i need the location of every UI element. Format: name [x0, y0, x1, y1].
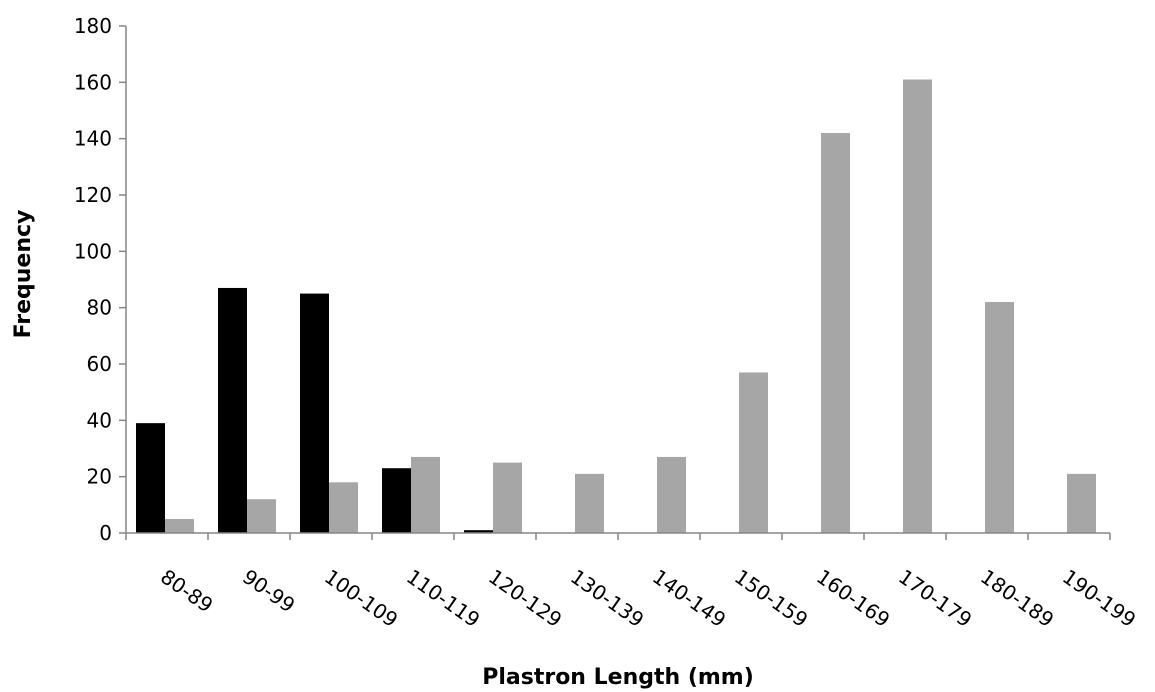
bar-series-2-100-109	[329, 482, 358, 533]
y-tick-label: 160	[74, 70, 112, 94]
x-axis-ticks: 80-89 90-99 100-109 110-119 120-129 130-139 14…	[125, 533, 1140, 632]
bar-series-2-90-99	[247, 499, 276, 533]
y-tick-label: 20	[87, 465, 112, 489]
x-tick-label: 110-119	[402, 564, 484, 632]
y-tick-label: 100	[74, 239, 112, 263]
y-tick-label: 140	[74, 127, 112, 151]
x-tick-label: 170-179	[894, 564, 976, 632]
bar-series-2-190-199	[1067, 473, 1096, 533]
x-tick-label: 80-89	[156, 564, 217, 617]
x-axis-title: Plastron Length (mm)	[482, 665, 754, 690]
bar-series-1-110-119	[382, 468, 411, 533]
y-axis-ticks: 0 20 40 60 80 100 120 140 160 180	[74, 14, 126, 545]
x-tick-label: 150-159	[730, 564, 812, 632]
y-tick-label: 120	[74, 183, 112, 207]
bar-series-1-90-99	[218, 287, 247, 533]
y-tick-label: 60	[87, 352, 112, 376]
bar-series-2-150-159	[739, 372, 768, 533]
axes-layer	[125, 26, 1110, 534]
x-tick-label: 90-99	[238, 564, 299, 617]
x-tick-label: 140-149	[648, 564, 730, 632]
bar-series-1-80-89	[136, 423, 165, 533]
bar-series-2-170-179	[903, 79, 932, 534]
x-tick-label: 160-169	[812, 564, 894, 632]
bars-layer	[136, 79, 1096, 534]
x-tick-label: 180-189	[976, 564, 1058, 632]
bar-series-2-120-129	[493, 462, 522, 533]
bar-series-2-110-119	[411, 456, 440, 533]
bar-series-2-80-89	[165, 518, 194, 533]
bar-series-1-100-109	[300, 293, 329, 533]
bar-series-2-160-169	[821, 133, 850, 533]
bar-series-2-130-139	[575, 473, 604, 533]
bar-series-2-140-149	[657, 456, 686, 533]
x-tick-label: 120-129	[484, 564, 566, 632]
x-tick-label: 130-139	[566, 564, 648, 632]
y-tick-label: 0	[99, 521, 112, 545]
bar-series-2-180-189	[985, 302, 1014, 533]
y-tick-label: 40	[87, 408, 112, 432]
y-tick-label: 180	[74, 14, 112, 38]
bar-series-1-120-129	[464, 530, 493, 533]
x-tick-label: 100-109	[320, 564, 402, 632]
x-tick-label: 190-199	[1058, 564, 1140, 632]
y-tick-label: 80	[87, 296, 112, 320]
y-axis-title: Frequency	[11, 210, 36, 339]
